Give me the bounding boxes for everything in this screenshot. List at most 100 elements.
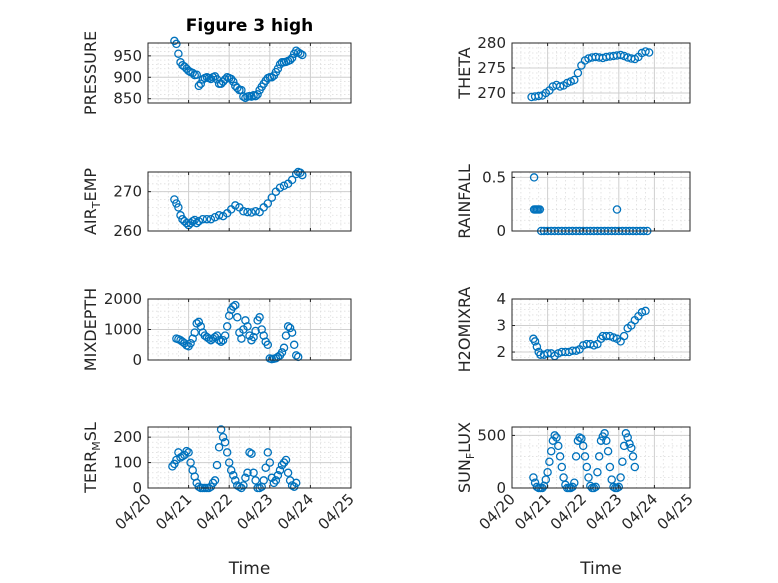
data-point xyxy=(602,436,611,445)
y-tick-label: 900 xyxy=(113,68,142,86)
data-point xyxy=(619,331,629,341)
data-point xyxy=(239,481,248,490)
data-point xyxy=(194,216,204,226)
y-tick-label: 0.5 xyxy=(482,168,506,186)
data-point xyxy=(296,49,305,58)
data-point xyxy=(273,471,283,480)
x-tick-label: 04/25 xyxy=(654,490,697,533)
y-tick-label: 850 xyxy=(113,90,142,108)
data-point xyxy=(543,467,552,477)
data-point xyxy=(570,478,579,487)
x-tick-label: 04/23 xyxy=(233,490,276,533)
data-point xyxy=(281,455,291,465)
data-point xyxy=(273,64,283,73)
data-point xyxy=(196,79,206,88)
data-point xyxy=(596,436,606,445)
data-point xyxy=(214,211,224,220)
data-point xyxy=(247,449,256,458)
data-point xyxy=(267,73,277,82)
y-axis-label: RAINFALL xyxy=(455,164,474,239)
y-tick-label: 260 xyxy=(113,222,142,240)
data-point xyxy=(555,82,565,91)
data-point xyxy=(529,473,538,482)
data-point xyxy=(546,446,556,456)
data-point xyxy=(235,482,244,491)
data-point xyxy=(220,331,230,340)
axes-frame xyxy=(511,171,691,232)
axes-frame xyxy=(147,42,352,104)
chart-title: Figure 3 high xyxy=(186,16,314,36)
data-point xyxy=(545,457,554,466)
data-point xyxy=(283,468,293,478)
y-tick-label: 270 xyxy=(477,84,506,102)
data-point xyxy=(198,214,208,224)
data-point xyxy=(243,468,252,478)
data-point xyxy=(218,432,228,442)
subplot-1: 850 900 950 PRESSURE Figure 3 high xyxy=(81,16,352,115)
data-point xyxy=(251,91,260,101)
y-axis-label: THETA xyxy=(455,47,474,99)
subplot-7: 0100200TERRMSL04/2004/2104/2204/2304/240… xyxy=(81,422,358,579)
data-point xyxy=(233,83,242,93)
data-point xyxy=(593,467,602,477)
y-tick-label: 0 xyxy=(132,351,142,369)
x-tick-label: 04/22 xyxy=(547,490,590,533)
data-point xyxy=(174,203,183,212)
data-point xyxy=(214,443,224,452)
data-point xyxy=(263,199,273,208)
data-point xyxy=(271,476,281,485)
data-point xyxy=(275,465,285,475)
data-point xyxy=(614,482,624,492)
data-point xyxy=(263,448,273,457)
data-point xyxy=(555,452,565,461)
data-point xyxy=(582,462,592,472)
x-tick-label: 04/23 xyxy=(582,490,625,533)
data-point xyxy=(291,169,301,179)
y-tick-label: 0 xyxy=(132,479,142,497)
x-tick-label: 04/21 xyxy=(511,490,554,533)
data-point xyxy=(229,302,238,311)
data-point xyxy=(261,463,270,472)
data-point xyxy=(552,433,561,442)
y-tick-label: 270 xyxy=(113,183,142,201)
data-point xyxy=(591,482,600,492)
data-point xyxy=(618,457,627,466)
axes-frame xyxy=(147,426,352,489)
data-point xyxy=(212,331,222,340)
x-tick-label: 04/21 xyxy=(152,490,195,533)
data-point xyxy=(222,322,232,331)
data-point xyxy=(241,473,250,483)
y-tick-label: 0 xyxy=(496,479,506,497)
data-point xyxy=(212,460,222,470)
data-point xyxy=(251,207,260,216)
data-point xyxy=(184,448,193,457)
data-point xyxy=(573,68,583,78)
y-tick-label: 100 xyxy=(113,454,142,472)
data-point xyxy=(279,343,289,353)
data-point xyxy=(277,460,287,470)
data-point xyxy=(168,462,177,471)
data-point xyxy=(226,465,236,475)
data-point xyxy=(220,75,230,84)
data-point xyxy=(568,482,577,492)
data-point xyxy=(208,478,218,488)
data-point xyxy=(285,55,295,65)
axes-frame xyxy=(511,426,691,489)
x-axis-label: Time xyxy=(228,559,271,579)
data-point xyxy=(275,183,285,192)
y-tick-label: 2 xyxy=(496,343,506,361)
data-point xyxy=(190,328,199,337)
data-point xyxy=(192,70,201,79)
data-point xyxy=(259,476,268,485)
data-point xyxy=(214,335,224,345)
data-point xyxy=(287,328,297,337)
data-point xyxy=(226,74,236,84)
data-point xyxy=(575,433,584,442)
data-point xyxy=(188,68,197,78)
data-point xyxy=(616,473,625,482)
data-point xyxy=(231,476,240,485)
data-point xyxy=(229,77,238,86)
data-point xyxy=(628,452,638,461)
data-point xyxy=(298,50,307,60)
